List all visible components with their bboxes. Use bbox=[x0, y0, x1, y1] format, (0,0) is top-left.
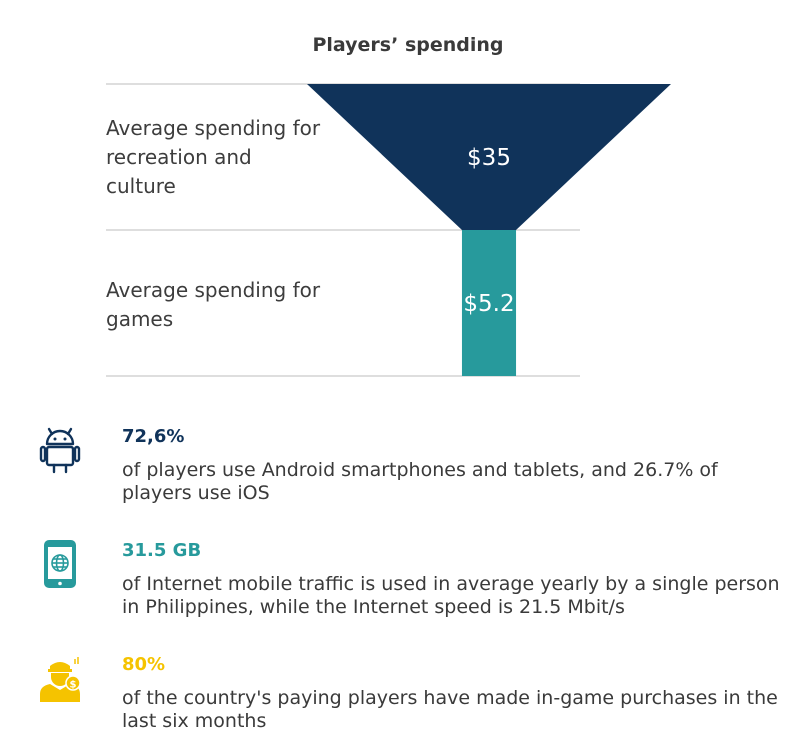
funnel-segment-games bbox=[461, 230, 517, 376]
stat-value: 80% bbox=[122, 654, 166, 675]
stat-value: 31.5 GB bbox=[122, 540, 202, 561]
category-label-games: Average spending for games bbox=[106, 278, 321, 331]
stat-value: 72,6% bbox=[122, 426, 185, 447]
category-label-recreation: Average spending for recreation and cult… bbox=[106, 116, 321, 198]
stat-description: of players use Android smartphones and t… bbox=[122, 459, 718, 504]
funnel-chart: $35 $5.2 bbox=[106, 83, 671, 377]
svg-text:$: $ bbox=[70, 680, 77, 691]
value-label-games: $5.2 bbox=[463, 291, 514, 317]
stat-android: 72,6% of players use Android smartphones… bbox=[122, 425, 792, 505]
stat-mobile-traffic: 31.5 GB of Internet mobile traffic is us… bbox=[122, 539, 792, 619]
chart-title: Players’ spending bbox=[312, 34, 504, 56]
mobile-globe-icon bbox=[44, 540, 76, 588]
stat-description: of Internet mobile traffic is used in av… bbox=[122, 573, 780, 618]
value-label-recreation: $35 bbox=[467, 145, 511, 171]
stat-description: of the country's paying players have mad… bbox=[122, 687, 778, 732]
stat-in-game-purchases: 80% of the country's paying players have… bbox=[122, 653, 792, 733]
player-money-icon: $ bbox=[40, 657, 81, 702]
funnel-segment-recreation bbox=[307, 84, 671, 230]
android-icon bbox=[39, 427, 81, 474]
